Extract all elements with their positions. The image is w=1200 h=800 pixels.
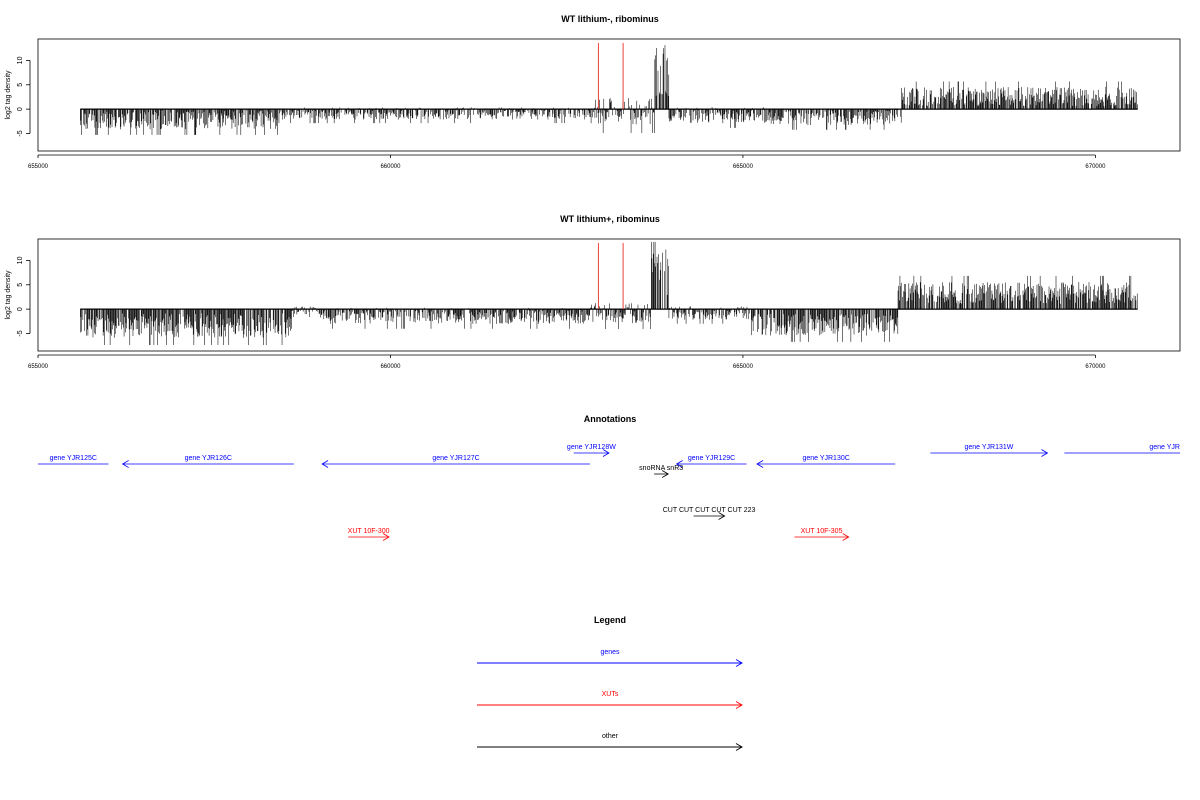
annotation-feature: gene YJR125C: [38, 455, 109, 465]
arrowhead: [756, 460, 764, 468]
arrowhead: [121, 460, 129, 468]
y-axis-label: log2 tag density: [5, 70, 12, 120]
feature-label: gene YJR126C: [185, 455, 232, 462]
annotation-feature: gene YJR126C: [121, 455, 294, 468]
x-tick-label: 665000: [733, 164, 754, 170]
feature-label: gene YJR131W: [965, 444, 1014, 451]
legend-item: genes: [477, 649, 743, 667]
x-axis: 655000 660000 665000 670000: [28, 154, 1106, 170]
y-axis-label: log2 tag density: [5, 270, 12, 320]
density-bars: [80, 45, 1138, 135]
y-tick-label: 10: [17, 256, 24, 264]
legend-label: other: [602, 733, 619, 740]
x-tick-label: 660000: [380, 364, 401, 370]
arrowhead: [735, 743, 743, 751]
y-tick-label: 0: [17, 107, 24, 111]
annotations-title: Annotations: [584, 414, 637, 424]
panel-title: WT lithium+, ribominus: [560, 214, 660, 224]
feature-label: gene YJR127C: [432, 455, 479, 462]
y-axis: -5 0 5 10: [17, 56, 31, 137]
x-tick-label: 660000: [380, 164, 401, 170]
track-panel-lithium-minus: WT lithium-, ribominus log2 tag density …: [5, 14, 1181, 170]
y-tick-label: -5: [17, 330, 24, 336]
feature-label: XUT 10F-300: [348, 528, 390, 535]
feature-label: gene YJR128W: [567, 444, 616, 451]
y-tick-label: -5: [17, 130, 24, 136]
legend-panel: Legend genes XUTs other: [477, 615, 743, 751]
annotation-feature: XUT 10F-300: [348, 528, 390, 541]
annotation-feature: CUT CUT CUT CUT CUT 223: [663, 507, 756, 520]
legend-item: XUTs: [477, 691, 743, 709]
x-tick-label: 670000: [1085, 164, 1106, 170]
feature-label: gene YJR125C: [50, 455, 97, 462]
density-bars: [80, 241, 1138, 345]
arrowhead: [382, 533, 390, 541]
arrowhead: [718, 512, 726, 520]
annotation-feature: gene YJR127C: [321, 455, 590, 468]
annotation-feature: gene YJR129C: [675, 455, 747, 468]
annotation-feature: XUT 10F-305: [794, 528, 850, 541]
annotation-feature: gene YJR: [1064, 444, 1180, 454]
legend-label: genes: [600, 649, 620, 656]
arrowhead: [842, 533, 850, 541]
annotation-feature: snoRNA snR3: [639, 465, 683, 478]
annotations-panel: Annotations gene YJR125C gene YJR126C gene…: [38, 414, 1180, 541]
arrowhead: [602, 449, 610, 457]
track-panel-lithium-plus: WT lithium+, ribominus log2 tag density …: [5, 214, 1181, 370]
legend-items: genes XUTs other: [477, 649, 743, 751]
arrowhead: [321, 460, 329, 468]
legend-label: XUTs: [602, 691, 619, 698]
x-axis: 655000 660000 665000 670000: [28, 354, 1106, 370]
feature-label: gene YJR: [1149, 444, 1180, 451]
feature-label: snoRNA snR3: [639, 465, 683, 472]
y-tick-label: 10: [17, 56, 24, 64]
annotation-feature: gene YJR131W: [930, 444, 1049, 457]
x-tick-label: 670000: [1085, 364, 1106, 370]
y-tick-label: 5: [17, 283, 24, 287]
arrowhead: [735, 701, 743, 709]
feature-label: gene YJR130C: [802, 455, 849, 462]
x-tick-label: 655000: [28, 164, 49, 170]
x-tick-label: 665000: [733, 364, 754, 370]
annotation-feature: gene YJR130C: [756, 455, 896, 468]
marker-lines: [597, 243, 624, 310]
feature-label: gene YJR129C: [688, 455, 735, 462]
y-axis: -5 0 5 10: [17, 256, 31, 337]
y-tick-label: 5: [17, 83, 24, 87]
arrowhead: [1041, 449, 1049, 457]
feature-label: CUT CUT CUT CUT CUT 223: [663, 507, 756, 514]
marker-lines: [597, 43, 624, 110]
arrowhead: [675, 460, 683, 468]
arrowhead: [662, 470, 670, 478]
plot-frame: [37, 38, 1181, 152]
legend-title: Legend: [594, 615, 626, 625]
feature-label: XUT 10F-305: [801, 528, 843, 535]
panel-title: WT lithium-, ribominus: [561, 14, 659, 24]
plot-frame: [37, 238, 1181, 352]
y-tick-label: 0: [17, 307, 24, 311]
annotation-features: gene YJR125C gene YJR126C gene YJR127C gene…: [38, 444, 1180, 541]
arrowhead: [735, 659, 743, 667]
legend-item: other: [477, 733, 743, 751]
x-tick-label: 655000: [28, 364, 49, 370]
annotation-feature: gene YJR128W: [567, 444, 616, 457]
